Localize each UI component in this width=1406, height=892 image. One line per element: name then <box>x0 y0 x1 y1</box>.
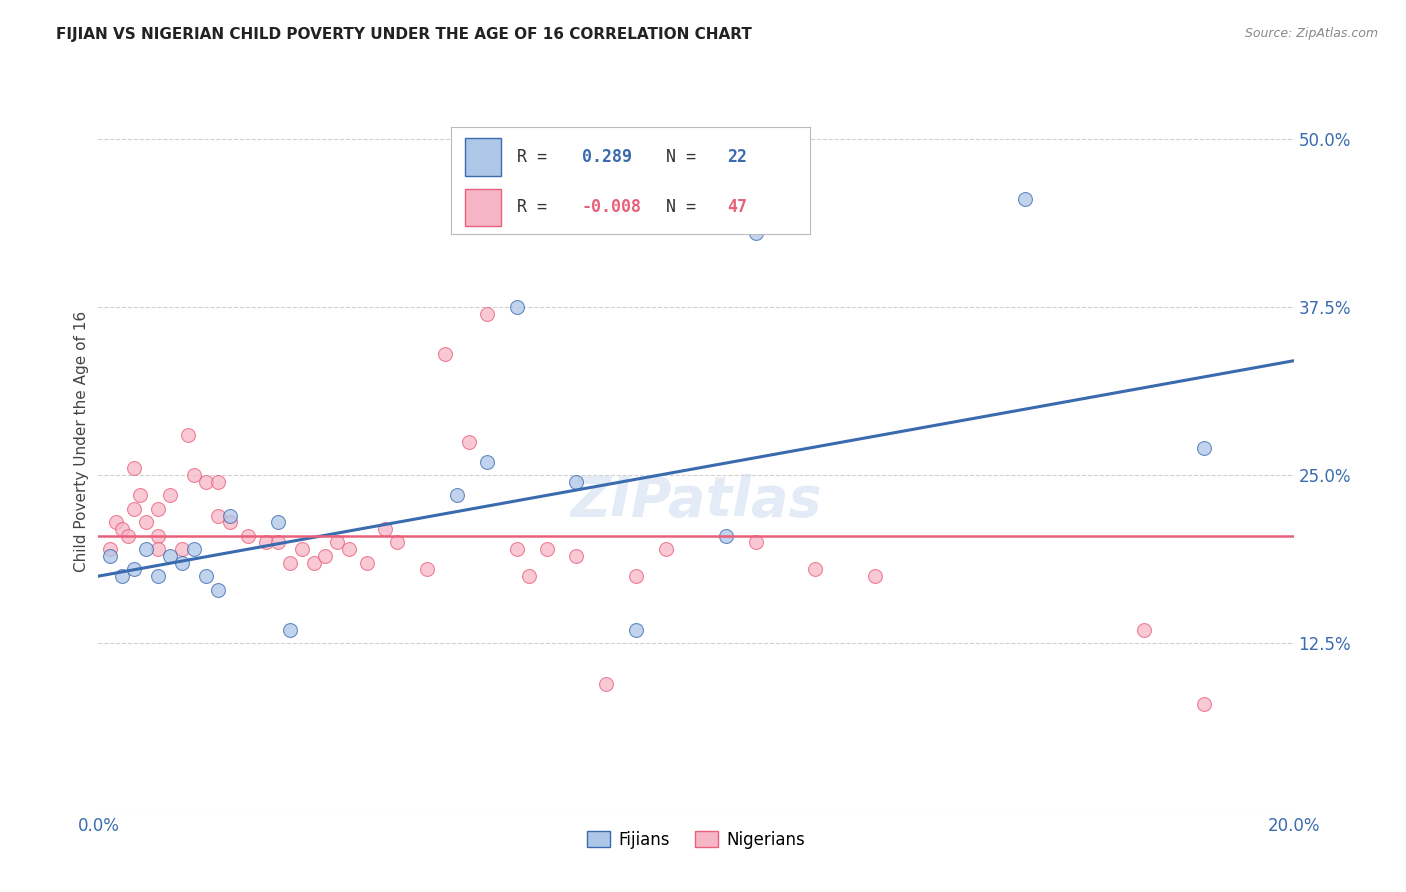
Point <box>148 529 170 543</box>
Point <box>446 488 468 502</box>
Point <box>135 542 157 557</box>
Point <box>135 516 157 530</box>
Point <box>506 300 529 314</box>
Point <box>475 307 498 321</box>
Point <box>219 516 242 530</box>
Point <box>278 556 301 570</box>
Point <box>565 549 588 563</box>
Point <box>111 569 134 583</box>
Point <box>458 434 481 449</box>
Point <box>278 623 301 637</box>
Point <box>745 226 768 240</box>
Point <box>195 475 218 489</box>
Point <box>159 488 181 502</box>
Point <box>655 542 678 557</box>
Point <box>315 549 337 563</box>
Point <box>1192 697 1215 711</box>
Point <box>745 535 768 549</box>
Point <box>98 549 122 563</box>
Point <box>111 522 134 536</box>
Point <box>517 569 540 583</box>
Point <box>326 535 349 549</box>
Point <box>172 542 194 557</box>
Point <box>626 623 648 637</box>
Point <box>536 542 558 557</box>
Text: FIJIAN VS NIGERIAN CHILD POVERTY UNDER THE AGE OF 16 CORRELATION CHART: FIJIAN VS NIGERIAN CHILD POVERTY UNDER T… <box>56 27 752 42</box>
Point <box>254 535 277 549</box>
Point <box>302 556 325 570</box>
Point <box>207 475 229 489</box>
Point <box>124 562 146 576</box>
Point <box>148 542 170 557</box>
Point <box>159 549 181 563</box>
Point <box>117 529 139 543</box>
Point <box>865 569 887 583</box>
Point <box>267 535 290 549</box>
Point <box>236 529 259 543</box>
Point <box>626 569 648 583</box>
Point <box>195 569 218 583</box>
Point <box>475 455 498 469</box>
Point <box>1133 623 1156 637</box>
Point <box>105 516 128 530</box>
Point <box>124 461 146 475</box>
Point <box>129 488 152 502</box>
Point <box>267 516 290 530</box>
Point <box>356 556 378 570</box>
Point <box>1192 442 1215 456</box>
Point <box>183 542 205 557</box>
Point <box>207 582 229 597</box>
Point <box>148 501 170 516</box>
Point <box>595 677 617 691</box>
Text: Source: ZipAtlas.com: Source: ZipAtlas.com <box>1244 27 1378 40</box>
Point <box>148 569 170 583</box>
Point <box>124 501 146 516</box>
Point <box>565 475 588 489</box>
Point <box>416 562 439 576</box>
Point <box>219 508 242 523</box>
Point <box>804 562 827 576</box>
Point <box>291 542 314 557</box>
Legend: Fijians, Nigerians: Fijians, Nigerians <box>581 824 811 855</box>
Point <box>374 522 396 536</box>
Point <box>385 535 409 549</box>
Point <box>98 542 122 557</box>
Point <box>207 508 229 523</box>
Point <box>506 542 529 557</box>
Point <box>183 468 205 483</box>
Point <box>177 427 200 442</box>
Point <box>339 542 361 557</box>
Point <box>434 347 457 361</box>
Point <box>714 529 737 543</box>
Point <box>172 556 194 570</box>
Y-axis label: Child Poverty Under the Age of 16: Child Poverty Under the Age of 16 <box>75 311 89 572</box>
Text: ZIPatlas: ZIPatlas <box>571 474 821 528</box>
Point <box>1014 192 1036 206</box>
